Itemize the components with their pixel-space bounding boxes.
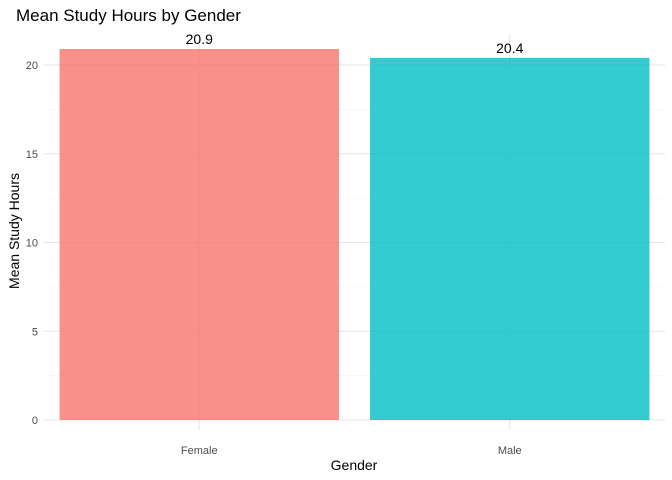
y-tick-label: 20: [26, 60, 38, 72]
x-axis-ticks: Female Male: [181, 445, 522, 457]
y-axis-ticks: 0 5 10 15 20: [26, 60, 38, 427]
data-labels: 20.9 20.4: [186, 31, 524, 56]
data-label-male: 20.4: [496, 40, 523, 56]
chart-title: Mean Study Hours by Gender: [16, 6, 241, 25]
bar-male: [370, 57, 650, 421]
x-tick-label-male: Male: [498, 445, 522, 457]
x-axis-title: Gender: [331, 457, 378, 473]
data-label-female: 20.9: [186, 31, 213, 47]
y-tick-label: 0: [32, 415, 38, 427]
y-tick-label: 5: [32, 326, 38, 338]
y-tick-label: 15: [26, 149, 38, 161]
y-axis-title: Mean Study Hours: [6, 173, 22, 289]
bar-female: [59, 49, 339, 421]
bars: [59, 49, 650, 421]
y-tick-label: 10: [26, 238, 38, 250]
x-tick-label-female: Female: [181, 445, 218, 457]
